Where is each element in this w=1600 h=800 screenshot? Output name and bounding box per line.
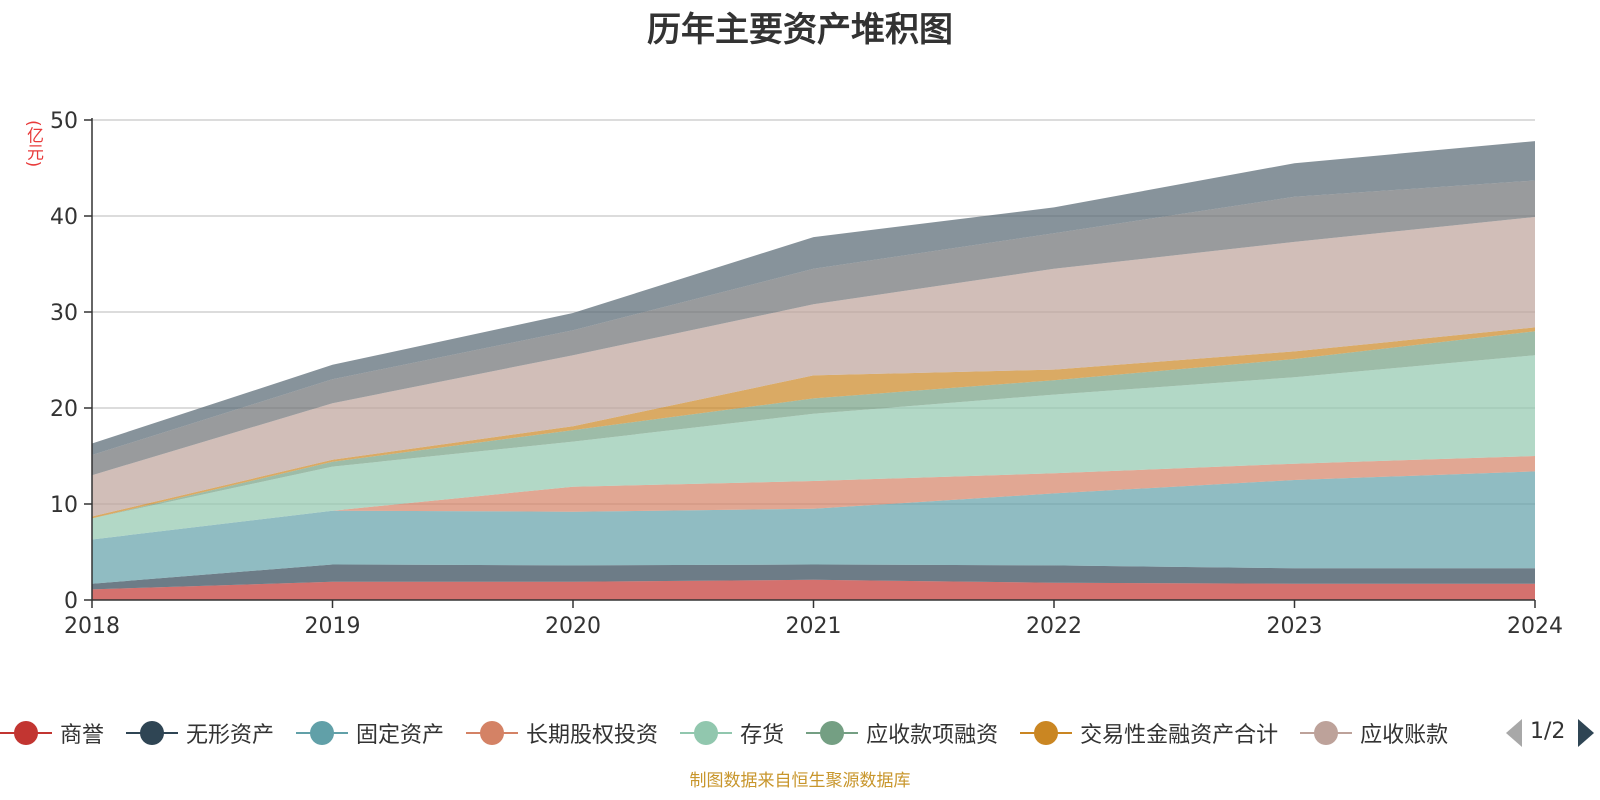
area-series-6[interactable] (92, 331, 1535, 519)
legend-swatch-icon (466, 720, 519, 746)
legend-item[interactable]: 无形资产 (126, 715, 274, 751)
x-tick-label: 2022 (1026, 614, 1082, 639)
legend-prev-page-icon[interactable] (1506, 719, 1522, 747)
y-tick-label: 40 (50, 205, 78, 230)
legend-item[interactable]: 商誉 (0, 715, 104, 751)
legend-pager: 1/2 (1500, 715, 1600, 751)
legend: 商誉 无形资产 固定资产 长期股权投资 存货 应收款项融资 交易性金融资产合计 应收账款 (0, 715, 1500, 751)
legend-label: 固定资产 (356, 723, 445, 748)
tick-labels: 0 10 20 30 40 50 2018 2019 2020 2021 2022 2023 2024 (50, 109, 1563, 639)
legend-item[interactable]: 应收款项融资 (806, 715, 998, 751)
legend-swatch-icon (1300, 720, 1353, 746)
legend-label: 无形资产 (186, 723, 275, 748)
chart-title: 历年主要资产堆积图 (647, 10, 953, 50)
area-series-5[interactable] (92, 355, 1535, 540)
area-series-2[interactable] (92, 564, 1535, 590)
legend-label: 应收账款 (1360, 723, 1449, 748)
x-tick-label: 2024 (1507, 614, 1563, 639)
legend-label: 存货 (740, 723, 785, 748)
legend-label: 长期股权投资 (526, 723, 659, 748)
y-tick-label: 50 (50, 109, 78, 134)
legend-label: 应收款项融资 (866, 723, 999, 748)
x-tick-label: 2020 (545, 614, 601, 639)
area-series-7[interactable] (92, 327, 1535, 519)
y-tick-label: 30 (50, 301, 78, 326)
area-series-10[interactable] (92, 141, 1535, 455)
legend-swatch-icon (0, 720, 52, 746)
y-tick-label: 10 (50, 493, 78, 518)
legend-item[interactable]: 固定资产 (296, 715, 444, 751)
source-note: 制图数据来自恒生聚源数据库 (689, 771, 911, 791)
x-tick-label: 2019 (305, 614, 361, 639)
legend-next-page-icon[interactable] (1578, 719, 1594, 747)
legend-item[interactable]: 存货 (680, 715, 784, 751)
area-series-9[interactable] (92, 180, 1535, 476)
legend-swatch-icon (1020, 720, 1073, 746)
x-tick-label: 2021 (786, 614, 842, 639)
x-tick-label: 2018 (64, 614, 120, 639)
legend-label: 商誉 (60, 723, 105, 748)
area-series (92, 141, 1535, 600)
y-tick-label: 0 (64, 589, 78, 614)
legend-item[interactable]: 长期股权投资 (466, 715, 658, 751)
legend-swatch-icon (806, 720, 859, 746)
legend-swatch-icon (126, 720, 179, 746)
y-axis-unit-label: (亿元) (23, 120, 43, 168)
x-tick-label: 2023 (1267, 614, 1323, 639)
y-tick-label: 20 (50, 397, 78, 422)
area-series-4[interactable] (92, 456, 1535, 540)
legend-item[interactable]: 应收账款 (1300, 715, 1448, 751)
legend-swatch-icon (296, 720, 349, 746)
area-series-3[interactable] (92, 471, 1535, 584)
legend-swatch-icon (680, 720, 733, 746)
legend-page-indicator: 1/2 (1530, 719, 1566, 744)
area-series-1[interactable] (92, 579, 1535, 600)
area-series-8[interactable] (92, 217, 1535, 517)
legend-item[interactable]: 交易性金融资产合计 (1020, 715, 1278, 751)
axes (84, 118, 1536, 608)
legend-label: 交易性金融资产合计 (1080, 723, 1279, 748)
